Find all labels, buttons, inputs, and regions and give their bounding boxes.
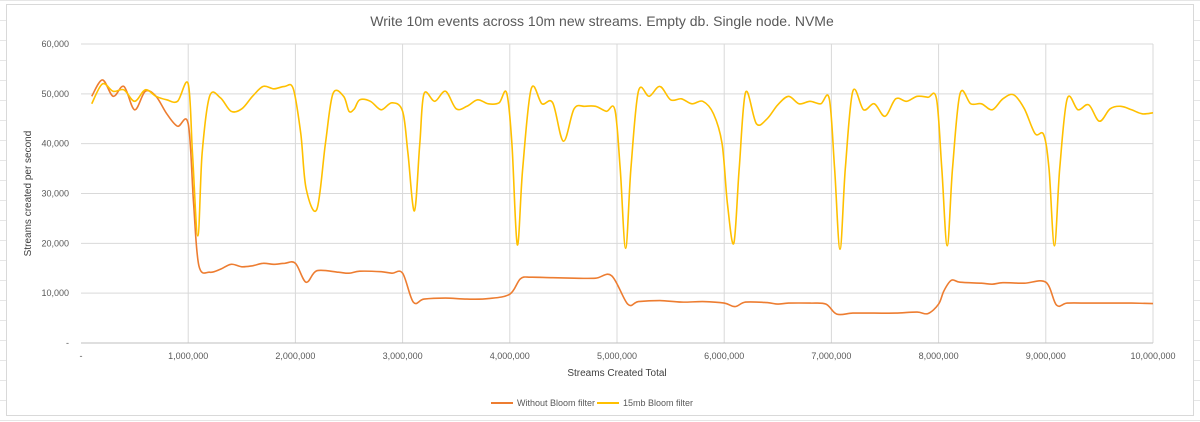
series-line-without-bloom-filter — [91, 79, 1154, 316]
x-axis-ticks: - 1,000,000 2,000,000 3,000,000 4,000,000 5,0… — [80, 351, 1176, 361]
legend: Without Bloom filter 15mb Bloom filter — [491, 398, 693, 408]
gridlines — [81, 43, 1154, 343]
y-tick-label: 40,000 — [41, 139, 69, 149]
y-tick-label: 30,000 — [41, 189, 69, 199]
x-tick-label: 8,000,000 — [919, 351, 959, 361]
y-tick-label: 20,000 — [41, 238, 69, 248]
legend-label: 15mb Bloom filter — [623, 398, 693, 408]
x-tick-label: 7,000,000 — [811, 351, 851, 361]
y-tick-label: 50,000 — [41, 89, 69, 99]
y-tick-label: 60,000 — [41, 39, 69, 49]
series-line-bloom-filter-15mb — [90, 81, 1154, 251]
x-tick-label: 5,000,000 — [597, 351, 637, 361]
legend-label: Without Bloom filter — [517, 398, 595, 408]
x-axis-title: Streams Created Total — [567, 368, 666, 379]
series-lines — [90, 79, 1154, 316]
x-tick-label: 10,000,000 — [1130, 351, 1175, 361]
x-tick-label: 3,000,000 — [383, 351, 423, 361]
line-chart: - 10,000 20,000 30,000 40,000 50,000 60,000 - 1… — [23, 13, 1176, 408]
chart-title: Write 10m events across 10m new streams.… — [370, 13, 834, 29]
y-tick-label: - — [66, 338, 69, 348]
x-tick-label: 6,000,000 — [704, 351, 744, 361]
x-tick-label: 9,000,000 — [1026, 351, 1066, 361]
chart-area[interactable]: - 10,000 20,000 30,000 40,000 50,000 60,000 - 1… — [6, 4, 1194, 416]
x-tick-label: 2,000,000 — [275, 351, 315, 361]
y-axis-ticks: - 10,000 20,000 30,000 40,000 50,000 60,000 — [41, 39, 69, 348]
x-tick-label: - — [80, 351, 83, 361]
y-axis-title: Streams created per second — [23, 131, 34, 257]
y-tick-label: 10,000 — [41, 288, 69, 298]
x-tick-label: 1,000,000 — [168, 351, 208, 361]
x-tick-label: 4,000,000 — [490, 351, 530, 361]
